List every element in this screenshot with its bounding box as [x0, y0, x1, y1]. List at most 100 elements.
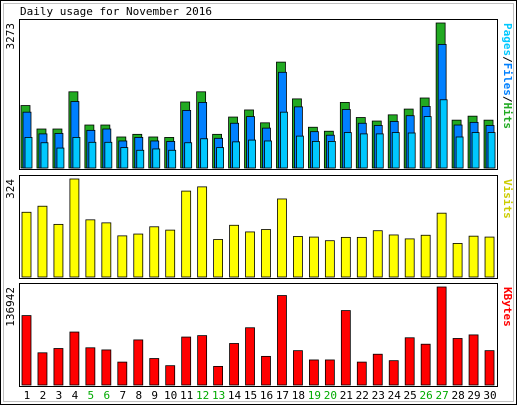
bar-pages-25 — [407, 132, 416, 169]
bar-visits-7 — [117, 235, 128, 278]
ylabel-part-2: Hits — [501, 103, 514, 130]
x-label-19: 19 — [308, 389, 321, 402]
bar-kbytes-12 — [197, 335, 208, 386]
bar-visits-22 — [356, 236, 367, 278]
bar-pages-4 — [72, 137, 81, 169]
ymax-label-visits: 324 — [4, 179, 17, 199]
bar-kbytes-8 — [133, 339, 144, 386]
ylabel-part-0: Pages — [501, 23, 514, 56]
bar-pages-21 — [343, 132, 352, 169]
x-label-21: 21 — [340, 389, 353, 402]
x-label-13: 13 — [212, 389, 225, 402]
bar-kbytes-7 — [117, 361, 128, 386]
panel-frame-visits — [19, 175, 498, 279]
bar-kbytes-11 — [181, 336, 192, 386]
x-label-16: 16 — [260, 389, 273, 402]
x-label-8: 8 — [135, 389, 142, 402]
x-label-25: 25 — [404, 389, 417, 402]
bar-visits-13 — [213, 239, 224, 278]
x-label-20: 20 — [324, 389, 337, 402]
panel-hits: 3273 Pages/Files/Hits — [4, 19, 514, 170]
bar-pages-27 — [439, 99, 448, 169]
bar-pages-1 — [24, 137, 33, 169]
bar-pages-8 — [136, 149, 145, 169]
bar-pages-30 — [487, 132, 496, 169]
bar-pages-18 — [296, 135, 304, 169]
x-label-14: 14 — [228, 389, 242, 402]
bar-kbytes-30 — [484, 350, 495, 386]
x-label-5: 5 — [88, 389, 95, 402]
bar-pages-15 — [248, 139, 256, 169]
x-label-15: 15 — [244, 389, 257, 402]
bar-visits-11 — [181, 190, 192, 278]
x-label-1: 1 — [24, 389, 31, 402]
bar-visits-3 — [53, 223, 64, 278]
x-label-7: 7 — [119, 389, 126, 402]
x-label-27: 27 — [435, 389, 448, 402]
bar-pages-20 — [327, 141, 336, 169]
bar-visits-10 — [165, 229, 176, 278]
bar-visits-8 — [133, 233, 144, 278]
bar-visits-28 — [452, 243, 463, 278]
bar-visits-19 — [308, 236, 319, 278]
x-label-26: 26 — [420, 389, 433, 402]
x-label-28: 28 — [451, 389, 464, 402]
x-label-29: 29 — [467, 389, 480, 402]
bar-visits-21 — [340, 236, 351, 278]
bar-pages-2 — [40, 142, 49, 169]
x-label-30: 30 — [483, 389, 496, 402]
bar-pages-6 — [104, 141, 113, 169]
bar-visits-4 — [69, 178, 80, 278]
bar-kbytes-17 — [277, 295, 287, 386]
bar-visits-14 — [229, 224, 239, 278]
ylabel-visits: Visits — [501, 179, 514, 219]
bar-visits-9 — [149, 226, 160, 278]
bar-kbytes-29 — [468, 334, 479, 386]
panel-kbytes: 136942 KBytes — [4, 283, 514, 387]
bar-visits-1 — [21, 211, 32, 278]
bar-kbytes-26 — [420, 343, 431, 386]
bar-pages-22 — [359, 133, 368, 169]
x-label-18: 18 — [292, 389, 305, 402]
bar-kbytes-16 — [261, 355, 271, 386]
bar-kbytes-18 — [293, 350, 303, 386]
bar-visits-26 — [420, 234, 431, 278]
ymax-label-hits: 3273 — [4, 23, 17, 50]
bar-kbytes-3 — [53, 348, 64, 386]
chart-title: Daily usage for November 2016 — [20, 5, 212, 18]
panel-visits: 324 Visits — [4, 175, 514, 279]
bar-pages-9 — [152, 148, 161, 169]
bar-pages-26 — [423, 116, 432, 169]
x-label-4: 4 — [72, 389, 79, 402]
x-label-10: 10 — [164, 389, 177, 402]
bar-pages-5 — [88, 141, 97, 169]
panel-frame-kbytes — [19, 283, 498, 387]
bar-kbytes-21 — [340, 310, 351, 386]
bar-kbytes-14 — [229, 343, 239, 386]
bar-kbytes-10 — [165, 365, 176, 386]
bar-visits-5 — [85, 219, 96, 278]
ylabel-slash: / — [501, 96, 514, 103]
x-label-9: 9 — [151, 389, 158, 402]
bar-kbytes-9 — [149, 358, 160, 386]
ylabel-slash: / — [501, 56, 514, 63]
bar-kbytes-2 — [37, 352, 48, 386]
x-label-12: 12 — [196, 389, 209, 402]
bar-visits-20 — [324, 240, 335, 278]
bar-kbytes-5 — [85, 347, 96, 386]
bar-kbytes-15 — [245, 327, 255, 386]
bar-visits-12 — [197, 186, 208, 278]
bar-visits-27 — [436, 212, 447, 278]
x-label-23: 23 — [372, 389, 385, 402]
bar-kbytes-1 — [21, 315, 32, 386]
bar-pages-16 — [264, 140, 272, 169]
bar-pages-24 — [391, 132, 400, 169]
bar-kbytes-19 — [308, 359, 319, 386]
bar-pages-7 — [120, 147, 129, 169]
bar-kbytes-20 — [324, 359, 335, 386]
bar-kbytes-24 — [388, 360, 399, 386]
bar-pages-19 — [311, 141, 320, 169]
bar-visits-15 — [245, 231, 255, 278]
